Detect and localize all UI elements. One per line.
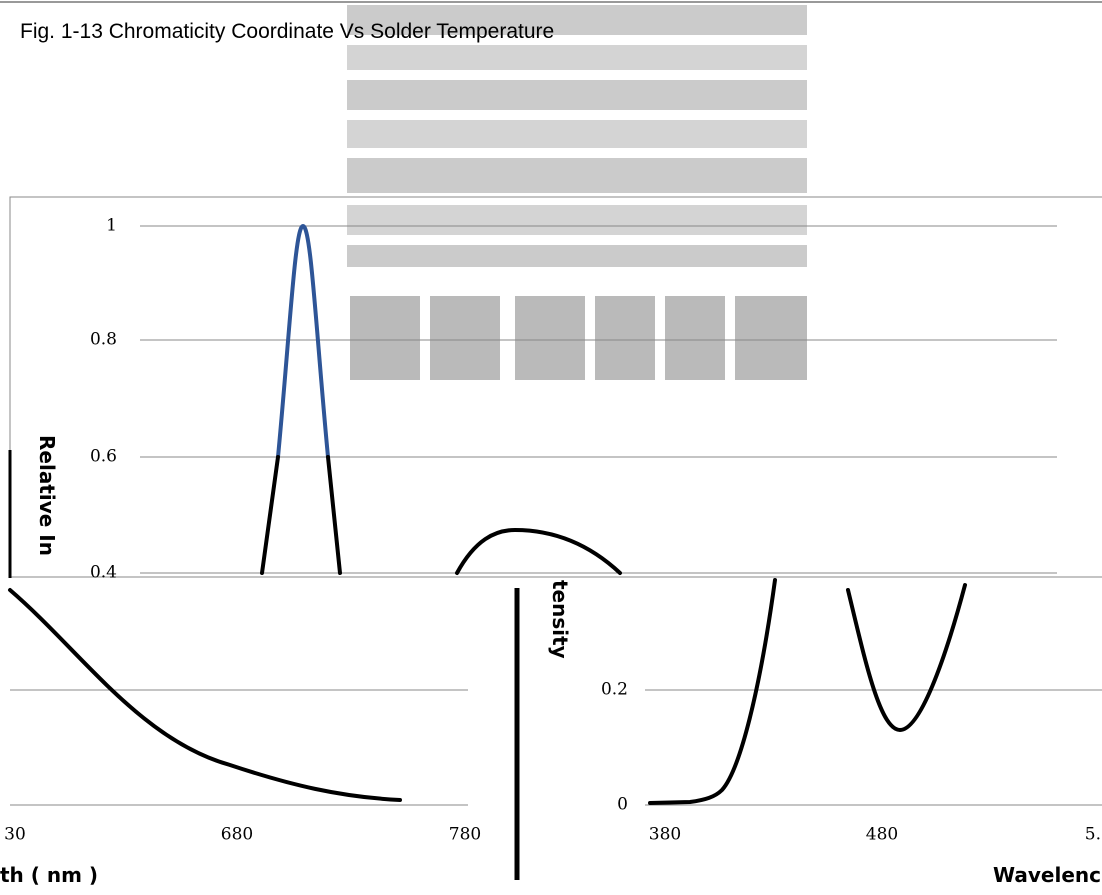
x-axis-label: Wavelenc xyxy=(993,863,1101,887)
lower-left-panel xyxy=(0,578,470,895)
dip-curve xyxy=(846,583,967,733)
x-tick-label: 680 xyxy=(221,825,253,845)
y-tick-label: 0 xyxy=(617,795,628,815)
second-curve xyxy=(455,527,622,575)
lower-right-panel xyxy=(560,578,1102,895)
y-tick-label: 0.6 xyxy=(90,447,117,467)
title: Fig. 1-13 Chromaticity Coordinate Vs Sol… xyxy=(20,20,554,43)
peak-curve-lower xyxy=(260,455,342,575)
upper-panel-frame xyxy=(9,196,1102,578)
y-tick-label: 0.8 xyxy=(90,330,117,350)
x-axis-label: th ( nm ) xyxy=(0,863,98,887)
watermark xyxy=(347,5,807,380)
rise-curve xyxy=(648,578,777,805)
x-tick-label: 30 xyxy=(4,825,26,845)
x-tick-label: 380 xyxy=(649,825,681,845)
y-axis-label: tensity xyxy=(548,580,572,659)
x-tick-label: 5. xyxy=(1085,825,1101,845)
y-tick-label: 0.2 xyxy=(601,680,628,700)
y-tick-label: 1 xyxy=(106,216,117,236)
decay-curve xyxy=(8,588,402,802)
y-axis-label: Relative In xyxy=(35,435,59,556)
x-tick-label: 480 xyxy=(866,825,898,845)
upper-grid xyxy=(140,225,1057,574)
x-tick-label: 780 xyxy=(449,825,481,845)
y-tick-label: 0.4 xyxy=(90,563,117,583)
peak-curve xyxy=(276,223,330,458)
